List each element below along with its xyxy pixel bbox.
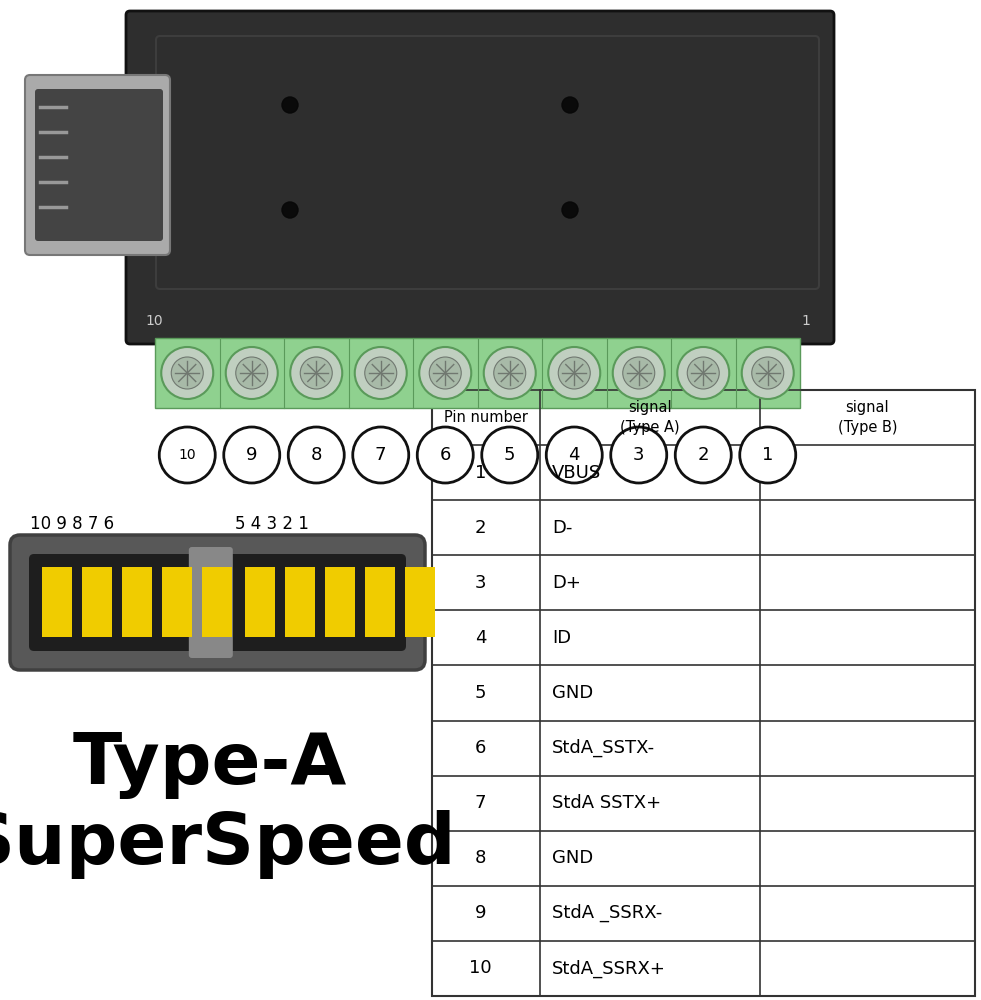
Circle shape [224, 427, 280, 483]
Bar [245, 567, 275, 637]
Text: 2: 2 [475, 519, 487, 537]
FancyBboxPatch shape [29, 554, 406, 651]
Text: 7: 7 [475, 794, 487, 812]
Text: StdA_SSRX+: StdA_SSRX+ [552, 959, 666, 978]
Bar [405, 567, 435, 637]
Text: 3: 3 [633, 446, 645, 464]
Text: GND: GND [552, 684, 594, 702]
Circle shape [365, 357, 396, 389]
FancyBboxPatch shape [126, 11, 834, 344]
Text: D+: D+ [552, 574, 581, 592]
Circle shape [546, 427, 602, 483]
Bar [155, 338, 800, 408]
Text: 5 4 3 2 1: 5 4 3 2 1 [234, 515, 309, 533]
Circle shape [562, 202, 578, 218]
Circle shape [159, 427, 215, 483]
Text: 1: 1 [762, 446, 773, 464]
Bar [82, 567, 112, 637]
Circle shape [300, 357, 333, 389]
Text: 10 9 8 7 6: 10 9 8 7 6 [30, 515, 114, 533]
Circle shape [282, 202, 298, 218]
Circle shape [235, 357, 268, 389]
Text: 4: 4 [475, 629, 487, 647]
Text: 9: 9 [475, 904, 487, 922]
FancyBboxPatch shape [35, 89, 163, 241]
Circle shape [740, 427, 796, 483]
Text: ID: ID [552, 629, 571, 647]
Text: 5: 5 [504, 446, 515, 464]
Text: StdA SSTX+: StdA SSTX+ [552, 794, 661, 812]
FancyBboxPatch shape [188, 547, 232, 658]
Text: 8: 8 [475, 849, 487, 867]
Text: StdA _SSRX-: StdA _SSRX- [552, 904, 662, 922]
Circle shape [623, 357, 654, 389]
Circle shape [613, 347, 665, 399]
Circle shape [226, 347, 278, 399]
Text: 10: 10 [179, 448, 196, 462]
Circle shape [742, 347, 794, 399]
Text: 5: 5 [475, 684, 487, 702]
FancyBboxPatch shape [25, 75, 170, 255]
Circle shape [675, 427, 731, 483]
Bar [42, 567, 72, 637]
Bar [432, 390, 975, 996]
Bar [325, 567, 355, 637]
Text: 7: 7 [375, 446, 387, 464]
Circle shape [562, 97, 578, 113]
Circle shape [430, 357, 461, 389]
Text: 10: 10 [469, 959, 491, 977]
Bar [284, 567, 315, 637]
Text: 10: 10 [145, 314, 163, 328]
Bar [365, 567, 394, 637]
Text: signal
(Type A): signal (Type A) [620, 400, 680, 435]
Circle shape [493, 357, 526, 389]
Circle shape [355, 347, 407, 399]
Circle shape [353, 427, 409, 483]
Bar [122, 567, 152, 637]
Text: Pin number: Pin number [444, 410, 528, 425]
Text: 1: 1 [475, 464, 487, 482]
FancyBboxPatch shape [10, 535, 425, 670]
Circle shape [751, 357, 784, 389]
Text: 1: 1 [801, 314, 810, 328]
Bar [162, 567, 192, 637]
Circle shape [161, 347, 213, 399]
Circle shape [417, 427, 473, 483]
Text: 2: 2 [697, 446, 709, 464]
Text: 6: 6 [439, 446, 451, 464]
Text: 6: 6 [475, 739, 487, 757]
Text: signal
(Type B): signal (Type B) [838, 400, 898, 435]
Text: GND: GND [552, 849, 594, 867]
Circle shape [484, 347, 536, 399]
Circle shape [482, 427, 538, 483]
Text: 3: 3 [475, 574, 487, 592]
Text: VBUS: VBUS [552, 464, 601, 482]
Circle shape [282, 97, 298, 113]
Circle shape [558, 357, 591, 389]
Text: SuperSpeed: SuperSpeed [0, 810, 457, 879]
Circle shape [611, 427, 667, 483]
Circle shape [290, 347, 342, 399]
Text: Type-A: Type-A [73, 730, 347, 799]
Circle shape [548, 347, 600, 399]
Text: 8: 8 [311, 446, 322, 464]
Circle shape [288, 427, 344, 483]
Circle shape [419, 347, 471, 399]
Text: 4: 4 [569, 446, 580, 464]
Text: 9: 9 [246, 446, 257, 464]
Circle shape [677, 347, 729, 399]
FancyBboxPatch shape [156, 36, 819, 289]
Circle shape [688, 357, 719, 389]
Text: StdA_SSTX-: StdA_SSTX- [552, 739, 655, 757]
Circle shape [172, 357, 203, 389]
Text: D-: D- [552, 519, 572, 537]
Bar [202, 567, 232, 637]
